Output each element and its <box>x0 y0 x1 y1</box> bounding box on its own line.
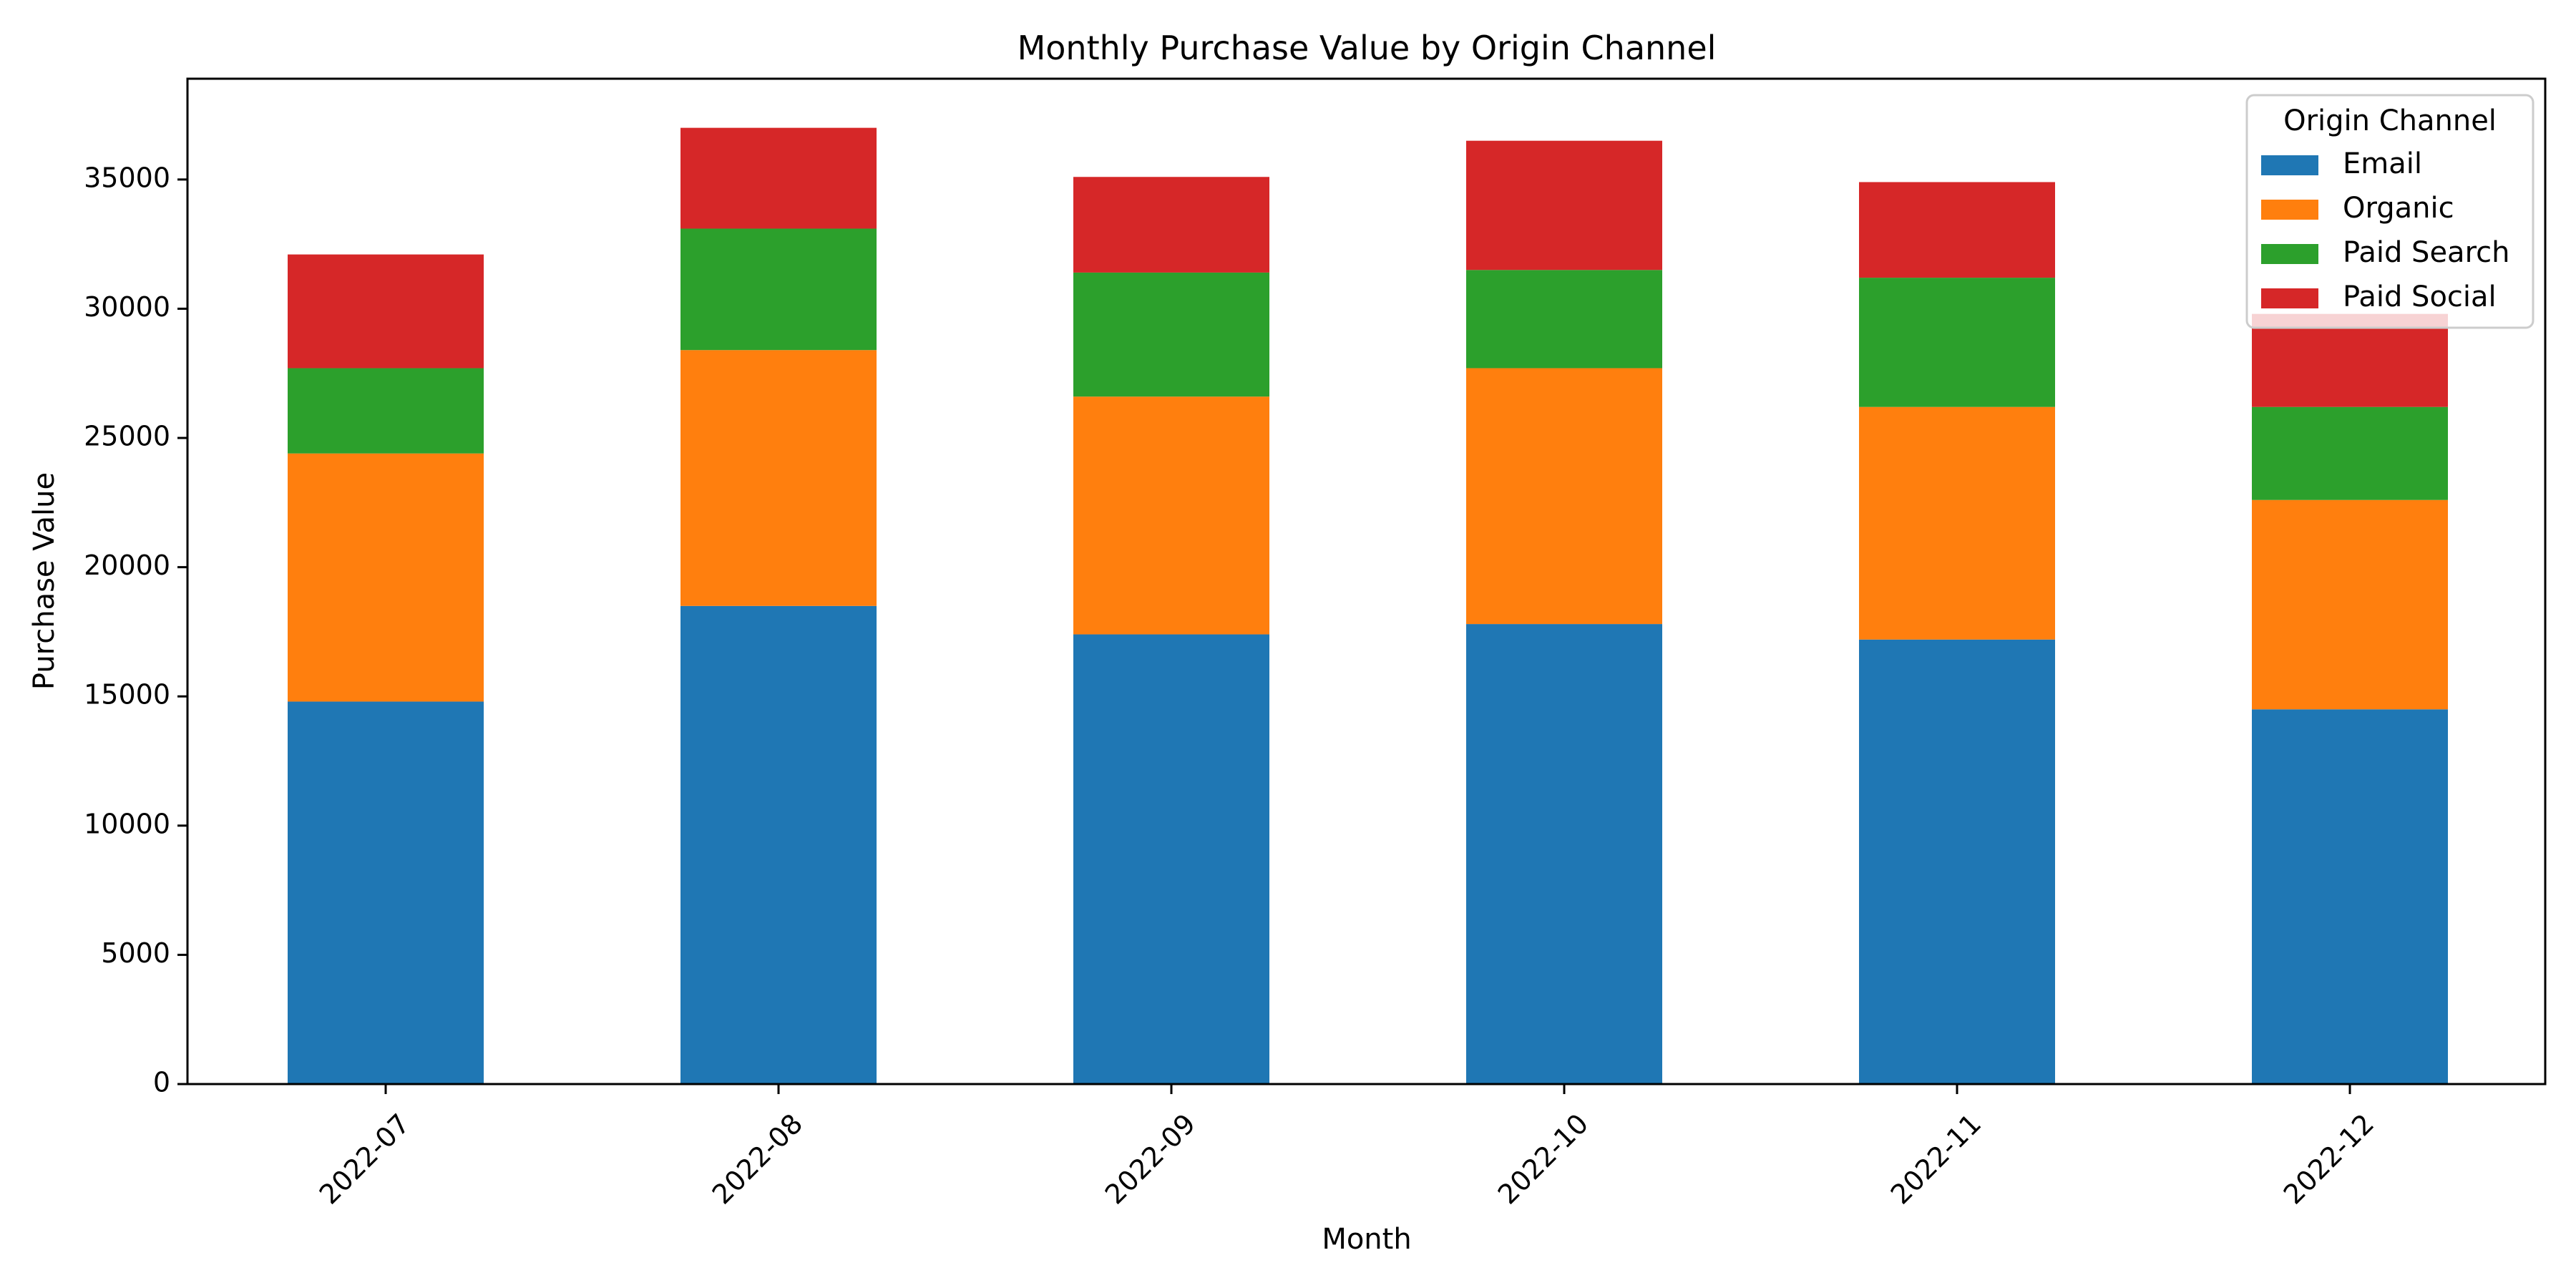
x-tick-label: 2022-12 <box>2278 1108 2380 1210</box>
legend-items: Email Organic Paid Search Paid Social <box>2261 147 2509 313</box>
x-axis-label: Month <box>1322 1223 1411 1256</box>
bar-paid-social-2022-11 <box>1859 182 2055 278</box>
bars-layer <box>288 127 2448 1084</box>
bar-paid-search-2022-09 <box>1073 272 1269 397</box>
legend-title: Origin Channel <box>2283 104 2497 137</box>
bar-email-2022-07 <box>288 701 484 1084</box>
bar-organic-2022-10 <box>1466 368 1662 625</box>
bar-paid-social-2022-12 <box>2252 313 2448 407</box>
legend-swatch-email <box>2261 155 2318 175</box>
y-tick-label: 5000 <box>101 937 170 969</box>
bar-email-2022-10 <box>1466 624 1662 1084</box>
legend: Origin Channel Email Organic Paid Search Pa… <box>2245 94 2534 329</box>
legend-label-paid-search: Paid Search <box>2343 236 2509 269</box>
legend-swatch-paid-search <box>2261 244 2318 264</box>
bar-paid-social-2022-09 <box>1073 177 1269 273</box>
bar-paid-search-2022-08 <box>680 228 877 351</box>
bar-organic-2022-08 <box>680 350 877 606</box>
y-axis: 0 5000 10000 15000 20000 25000 30000 35000 <box>84 162 187 1098</box>
bar-organic-2022-09 <box>1073 396 1269 635</box>
x-tick-label: 2022-08 <box>706 1108 809 1210</box>
legend-label-email: Email <box>2343 147 2422 180</box>
bar-paid-search-2022-12 <box>2252 406 2448 500</box>
legend-swatch-paid-social <box>2261 288 2318 308</box>
y-tick-label: 0 <box>153 1067 170 1098</box>
bar-email-2022-08 <box>680 605 877 1084</box>
bar-email-2022-09 <box>1073 634 1269 1084</box>
bar-email-2022-12 <box>2252 709 2448 1084</box>
bar-organic-2022-11 <box>1859 406 2055 640</box>
plot-frame <box>186 77 2547 1085</box>
bar-email-2022-11 <box>1859 639 2055 1084</box>
bar-paid-search-2022-11 <box>1859 278 2055 407</box>
x-tick-label: 2022-09 <box>1099 1108 1201 1210</box>
bar-organic-2022-07 <box>288 453 484 702</box>
bar-paid-social-2022-07 <box>288 254 484 369</box>
y-tick-label: 20000 <box>84 550 170 581</box>
x-tick-label: 2022-10 <box>1492 1108 1594 1210</box>
bar-paid-social-2022-08 <box>680 127 877 229</box>
y-tick-label: 30000 <box>84 291 170 323</box>
y-tick-label: 35000 <box>84 162 170 193</box>
y-tick-label: 10000 <box>84 808 170 839</box>
x-axis: 2022-07 2022-08 2022-09 2022-10 2022-11 2022-… <box>313 1084 2380 1210</box>
bar-organic-2022-12 <box>2252 499 2448 710</box>
y-axis-label: Purchase Value <box>28 472 61 690</box>
x-tick-label: 2022-07 <box>313 1108 416 1210</box>
bar-paid-search-2022-10 <box>1466 270 1662 369</box>
y-tick-label: 25000 <box>84 421 170 452</box>
bar-paid-search-2022-07 <box>288 368 484 454</box>
legend-box <box>2245 94 2534 329</box>
y-tick-label: 15000 <box>84 679 170 711</box>
legend-swatch-organic <box>2261 200 2318 220</box>
x-tick-label: 2022-11 <box>1885 1108 1987 1210</box>
legend-label-organic: Organic <box>2343 192 2454 225</box>
chart-title: Monthly Purchase Value by Origin Channel <box>1018 29 1717 67</box>
legend-label-paid-social: Paid Social <box>2343 280 2497 313</box>
bar-paid-social-2022-10 <box>1466 140 1662 270</box>
